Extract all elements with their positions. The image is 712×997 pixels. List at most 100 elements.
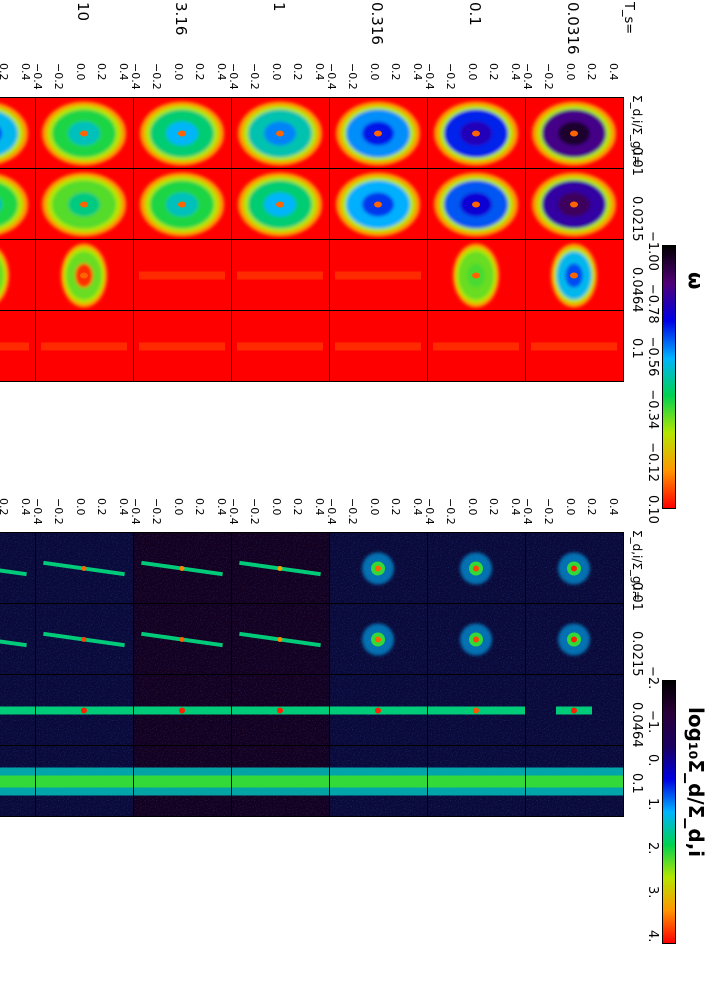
y-tick-label: 0.0 xyxy=(466,498,479,516)
omega-heatmap-image xyxy=(35,240,133,311)
omega-heatmap-cell xyxy=(133,239,232,311)
y-tick-label: 0.4 xyxy=(509,498,522,516)
omega-heatmap-cell xyxy=(329,239,428,311)
density-colorbar-tick: −2. xyxy=(645,666,660,690)
density-heatmap-image xyxy=(231,533,329,604)
omega-heatmap-cell xyxy=(35,310,134,382)
y-tick-label: 0.0 xyxy=(172,63,185,81)
y-tick-label: 0.4 xyxy=(411,63,424,81)
omega-column-value: 0.0215 xyxy=(629,196,644,242)
density-heatmap-cell xyxy=(231,674,330,746)
density-heatmap-cell xyxy=(525,745,624,817)
y-tick-label: −0.2 xyxy=(248,63,262,90)
y-tick-label: 0.2 xyxy=(0,63,11,81)
density-heatmap-image xyxy=(133,746,231,817)
density-heatmap-cell xyxy=(0,603,36,675)
y-tick-label: −0.2 xyxy=(52,63,66,90)
y-tick-label: −0.4 xyxy=(31,63,44,90)
y-tick-label: −0.2 xyxy=(150,498,164,525)
density-heatmap-cell xyxy=(427,674,526,746)
y-tick-label: 0.2 xyxy=(193,498,207,516)
omega-colorbar-tick: −0.12 xyxy=(645,442,660,483)
density-heatmap-cell xyxy=(231,603,330,675)
y-tick-label: −0.2 xyxy=(346,498,360,525)
density-colorbar-tick: −1. xyxy=(645,710,660,734)
density-column-value: 0.01 xyxy=(629,582,644,611)
omega-heatmap-image xyxy=(329,240,427,311)
density-heatmap-image xyxy=(231,746,329,817)
y-tick-label: 0.0 xyxy=(466,63,479,81)
density-heatmap-image xyxy=(525,675,623,746)
density-heatmap-cell xyxy=(427,603,526,675)
y-tick-label: 0.2 xyxy=(389,63,403,81)
density-colorbar-tick: 1. xyxy=(645,798,660,811)
omega-heatmap-cell xyxy=(427,97,526,169)
density-heatmap-cell xyxy=(35,603,134,675)
omega-heatmap-image xyxy=(525,98,623,169)
omega-heatmap-image xyxy=(35,311,133,382)
y-tick-label: 0.4 xyxy=(509,63,522,81)
omega-heatmap-cell xyxy=(0,168,36,240)
density-heatmap-image xyxy=(329,533,427,604)
omega-heatmap-image xyxy=(329,169,427,240)
omega-heatmap-cell xyxy=(329,168,428,240)
density-heatmap-cell xyxy=(0,532,36,604)
omega-heatmap-cell xyxy=(35,168,134,240)
density-heatmap-image xyxy=(133,604,231,675)
y-tick-label: −0.4 xyxy=(423,63,436,90)
y-tick-label: 0.2 xyxy=(487,63,501,81)
density-heatmap-cell xyxy=(133,745,232,817)
density-heatmap-image xyxy=(35,746,133,817)
y-tick-label: −0.4 xyxy=(31,498,44,525)
y-tick-label: −0.2 xyxy=(444,63,458,90)
omega-heatmap-cell xyxy=(525,239,624,311)
y-tick-label: −0.2 xyxy=(150,63,164,90)
omega-heatmap-image xyxy=(525,169,623,240)
omega-heatmap-image xyxy=(133,169,231,240)
y-tick-label: −0.4 xyxy=(227,498,240,525)
y-tick-label: 0.0 xyxy=(74,63,87,81)
omega-heatmap-cell xyxy=(133,97,232,169)
omega-heatmap-cell xyxy=(0,97,36,169)
density-heatmap-cell xyxy=(525,532,624,604)
omega-heatmap-image xyxy=(231,98,329,169)
y-tick-label: 0.0 xyxy=(564,63,577,81)
y-tick-label: 0.2 xyxy=(487,498,501,516)
y-tick-label: −0.2 xyxy=(52,498,66,525)
density-heatmap-image xyxy=(329,604,427,675)
y-tick-label: −0.2 xyxy=(248,498,262,525)
omega-column-value: 0.1 xyxy=(629,338,644,359)
y-tick-label: −0.4 xyxy=(227,63,240,90)
density-heatmap-image xyxy=(0,533,35,604)
density-heatmap-image xyxy=(0,675,35,746)
y-tick-label: −0.4 xyxy=(325,498,338,525)
omega-heatmap-cell xyxy=(329,310,428,382)
density-heatmap-cell xyxy=(35,745,134,817)
omega-colorbar-tick: −0.78 xyxy=(645,283,660,324)
density-heatmap-cell xyxy=(329,532,428,604)
row-value-ts: 0.316 xyxy=(368,2,386,45)
y-tick-label: −0.4 xyxy=(521,498,534,525)
density-heatmap-cell xyxy=(525,603,624,675)
y-tick-label: 0.2 xyxy=(291,63,305,81)
omega-column-value: 0.0464 xyxy=(629,267,644,313)
density-heatmap-cell xyxy=(0,745,36,817)
density-heatmap-image xyxy=(329,675,427,746)
omega-heatmap-cell xyxy=(427,168,526,240)
omega-panel-title: ω xyxy=(684,272,708,290)
omega-heatmap-cell xyxy=(231,168,330,240)
omega-heatmap-image xyxy=(427,311,525,382)
density-column-value: 0.0215 xyxy=(629,631,644,677)
row-header-ts: T_s= xyxy=(621,2,636,35)
y-tick-label: 0.2 xyxy=(585,63,599,81)
y-tick-label: −0.2 xyxy=(346,63,360,90)
density-heatmap-image xyxy=(427,675,525,746)
omega-heatmap-image xyxy=(133,240,231,311)
y-tick-label: 0.2 xyxy=(95,63,109,81)
density-heatmap-image xyxy=(35,675,133,746)
omega-heatmap-image xyxy=(133,98,231,169)
omega-heatmap-image xyxy=(0,169,35,240)
density-colorbar-tick: 3. xyxy=(645,886,660,899)
density-heatmap-cell xyxy=(133,603,232,675)
y-tick-label: 0.0 xyxy=(172,498,185,516)
